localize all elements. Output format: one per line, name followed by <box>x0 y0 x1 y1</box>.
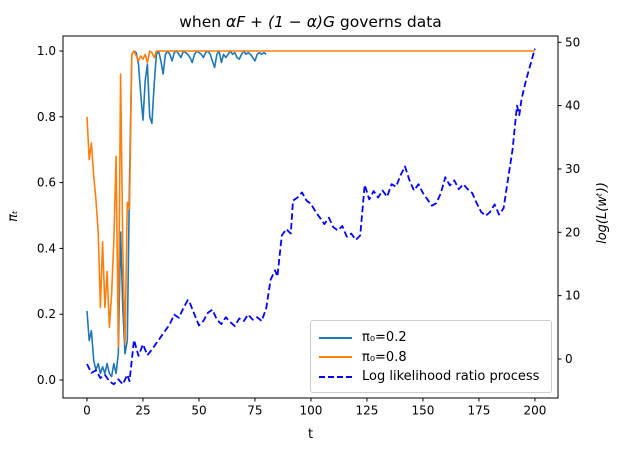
y-left-tick-label: 0.8 <box>37 110 56 124</box>
x-tick-label: 150 <box>411 404 434 418</box>
title-prefix: when <box>179 13 226 31</box>
y-right-tick-label: 50 <box>565 35 580 49</box>
x-tick-label: 50 <box>191 404 206 418</box>
x-tick-label: 100 <box>299 404 322 418</box>
title-suffix: governs data <box>334 13 442 31</box>
y-right-tick-label: 30 <box>565 162 580 176</box>
series-line-1 <box>86 50 535 348</box>
y-axis-label-right: log(L(wᵗ)) <box>595 182 610 244</box>
legend-item: π₀=0.8 <box>319 348 541 367</box>
legend-label: π₀=0.2 <box>362 330 407 345</box>
title-math: αF + (1 − α)G <box>225 13 335 31</box>
legend-label: π₀=0.8 <box>362 349 407 365</box>
y-right-tick-label: 10 <box>565 289 580 303</box>
legend-line-sample-pi0-02 <box>319 336 352 339</box>
chart-title: when αF + (1 − α)G governs data <box>63 13 558 31</box>
y-right-tick-label: 40 <box>565 99 580 113</box>
legend-line-sample-loglik <box>319 375 352 378</box>
x-tick-label: 75 <box>247 404 262 418</box>
y-left-tick-label: 1.0 <box>37 44 56 58</box>
series-line-2 <box>86 48 536 386</box>
y-axis-label-left: πₜ <box>6 210 21 222</box>
legend-label: Log likelihood ratio process <box>362 369 540 384</box>
y-left-tick-label: 0.0 <box>37 373 56 387</box>
plot-border <box>62 35 559 399</box>
y-right-tick-label: 20 <box>565 225 580 239</box>
y-left-tick-label: 0.6 <box>37 176 56 190</box>
x-tick-label: 0 <box>83 404 91 418</box>
y-right-tick-label: 0 <box>565 352 573 366</box>
x-tick-label: 200 <box>523 404 546 418</box>
legend-item: Log likelihood ratio process <box>319 367 541 386</box>
x-tick-label: 25 <box>135 404 150 418</box>
x-tick-label: 175 <box>467 404 490 418</box>
legend: π₀=0.2 π₀=0.8 Log likelihood ratio proce… <box>310 320 552 393</box>
x-axis-label: t <box>307 427 314 442</box>
legend-line-sample-pi0-08 <box>319 356 352 358</box>
legend-item: π₀=0.2 <box>319 328 541 347</box>
y-left-tick-label: 0.4 <box>37 241 56 255</box>
x-tick-label: 125 <box>355 404 378 418</box>
y-left-tick-label: 0.2 <box>37 307 56 321</box>
